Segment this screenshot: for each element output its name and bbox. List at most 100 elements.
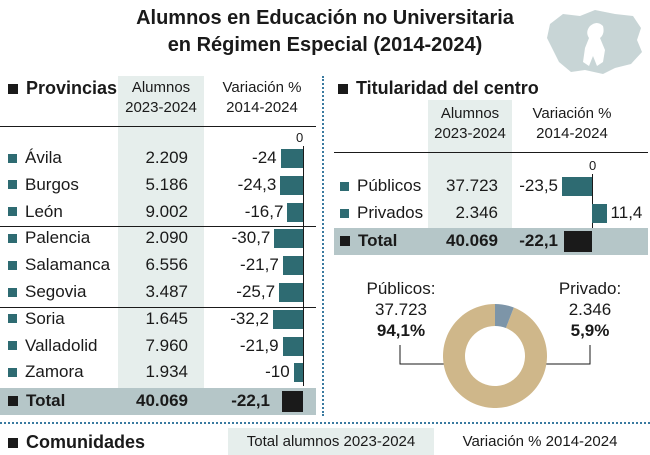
- prov-row-bar: [293, 363, 303, 383]
- footer-col1: Total alumnos 2023-2024: [246, 433, 416, 450]
- row-square-icon: [8, 287, 17, 297]
- prov-row-name: Burgos: [25, 174, 79, 194]
- tit-row-alumnos: 37.723: [446, 176, 498, 195]
- row-square-icon: [8, 207, 17, 217]
- tit-row-label: Públicos: [340, 176, 421, 196]
- prov-row-name: Segovia: [25, 282, 87, 301]
- row-square-icon: [340, 208, 349, 218]
- tit-total-alumnos: 40.069: [446, 231, 498, 250]
- alumnos-column-shade: [118, 76, 204, 388]
- prov-row-var: -24,3: [237, 174, 277, 194]
- donut-privado-label: Privado:: [558, 279, 622, 298]
- footer-col2: Variación % 2014-2024: [462, 433, 618, 450]
- tit-col-var-l2: 2014-2024: [536, 125, 608, 142]
- prov-row-bar: [282, 256, 303, 276]
- tit-row-name: Privados: [357, 203, 424, 222]
- prov-total-bar: [282, 391, 303, 412]
- row-square-icon: [8, 367, 17, 377]
- donut-leader-right: [546, 345, 591, 365]
- chart-title-line2: en Régimen Especial (2014-2024): [167, 34, 483, 56]
- prov-row-var: -25,7: [236, 282, 276, 301]
- footer-col1-shade: [228, 428, 434, 455]
- prov-row-label: Palencia: [8, 228, 90, 248]
- donut-leader-left: [399, 345, 444, 365]
- tit-row-var: -23,5: [519, 176, 558, 195]
- prov-row-var: -24: [252, 148, 277, 167]
- prov-row-name: Ávila: [25, 148, 62, 167]
- total-square-icon-2: [340, 236, 350, 246]
- donut-privado-pct: 5,9%: [570, 321, 610, 340]
- prov-row-name: Soria: [25, 308, 65, 328]
- prov-row-name: Palencia: [25, 228, 91, 248]
- tit-total-name: Total: [358, 231, 398, 250]
- chart-title-line1: Alumnos en Educación no Universitaria: [136, 7, 514, 29]
- tit-row-label: Privados: [340, 203, 423, 223]
- prov-row-label: Ávila: [8, 148, 62, 168]
- prov-total-var: -22,1: [231, 391, 270, 410]
- prov-row-alumnos: 2.090: [145, 228, 188, 248]
- prov-row-alumnos: 1.645: [145, 308, 188, 328]
- prov-row-bar: [273, 309, 303, 329]
- prov-row-var: -21,7: [240, 255, 279, 275]
- prov-row-bar: [280, 175, 303, 195]
- provincias-header: Provincias: [8, 78, 117, 99]
- prov-header-rule: [0, 126, 316, 127]
- tit-col-alumnos-l2: 2023-2024: [434, 125, 506, 142]
- donut-publicos-pct: 94,1%: [376, 321, 426, 340]
- prov-row-alumnos: 1.934: [145, 362, 188, 382]
- donut-privado-value: 2.346: [568, 300, 612, 319]
- donut-left-labels: Públicos: 37.723 94,1%: [356, 278, 446, 341]
- titularidad-header: Titularidad del centro: [338, 78, 539, 99]
- prov-row-var: -30,7: [231, 228, 271, 248]
- row-square-icon: [8, 180, 17, 190]
- tit-header-rule: [334, 152, 648, 153]
- row-square-icon: [8, 260, 17, 270]
- header-square-icon-2: [338, 83, 348, 94]
- tit-total-bar: [563, 231, 592, 252]
- prov-row-name: Salamanca: [25, 255, 111, 275]
- prov-zero-axis: [303, 146, 304, 386]
- prov-row-alumnos: 2.209: [145, 148, 188, 167]
- prov-total-label: Total: [8, 391, 65, 411]
- prov-row-alumnos: 7.960: [145, 335, 188, 355]
- prov-row-label: León: [8, 202, 63, 222]
- prov-row-name: León: [25, 201, 63, 221]
- prov-col-alumnos-l1: Alumnos: [131, 79, 191, 96]
- prov-row-var: -21,9: [239, 335, 279, 355]
- tit-zero-label: 0: [589, 158, 597, 173]
- region-map-icon: [547, 10, 642, 74]
- tit-row-alumnos: 2.346: [455, 203, 498, 222]
- tit-total-var: -22,1: [519, 231, 558, 250]
- prov-row-label: Zamora: [8, 362, 84, 382]
- tit-total-row: [334, 228, 648, 255]
- tit-row-var: 11,4: [610, 203, 643, 222]
- donut-publicos-label: Públicos:: [366, 279, 436, 298]
- prov-row-name: Valladolid: [25, 335, 98, 355]
- prov-row-bar: [279, 283, 303, 302]
- row-square-icon: [340, 181, 349, 191]
- tit-col-alumnos: Alumnos 2023-2024: [428, 104, 512, 144]
- prov-row-label: Soria: [8, 309, 65, 329]
- prov-row-var: -32,2: [230, 308, 269, 328]
- prov-total-name: Total: [26, 391, 66, 410]
- prov-row-label: Burgos: [8, 175, 79, 195]
- prov-row-label: Valladolid: [8, 336, 97, 356]
- prov-col-alumnos-l2: 2023-2024: [125, 99, 197, 116]
- donut-slice-publicos: [443, 304, 547, 408]
- row-square-icon: [8, 153, 17, 163]
- prov-zero-label: 0: [296, 130, 304, 145]
- horizontal-divider: [0, 422, 650, 424]
- header-square-icon-3: [8, 437, 18, 448]
- prov-row-label: Segovia: [8, 282, 86, 302]
- prov-row-bar: [282, 336, 303, 356]
- prov-row-alumnos: 3.487: [145, 282, 188, 301]
- tit-col-variacion: Variación % 2014-2024: [522, 104, 622, 144]
- prov-row-var: -16,7: [244, 201, 284, 221]
- prov-col-var-l1: Variación %: [222, 79, 302, 96]
- comunidades-header: Comunidades: [8, 432, 145, 453]
- header-square-icon: [8, 83, 18, 94]
- prov-row-bar: [287, 202, 303, 222]
- prov-col-alumnos: Alumnos 2023-2024: [118, 78, 204, 118]
- prov-row-var: -10: [265, 362, 290, 382]
- tit-col-alumnos-l1: Alumnos: [440, 105, 500, 122]
